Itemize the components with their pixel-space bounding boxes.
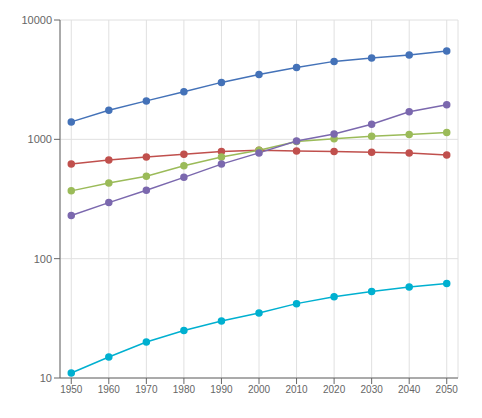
svg-text:2000: 2000	[248, 384, 271, 395]
svg-text:10: 10	[40, 372, 52, 384]
svg-text:1950: 1950	[60, 384, 83, 395]
svg-text:1980: 1980	[173, 384, 196, 395]
svg-text:1960: 1960	[98, 384, 121, 395]
svg-text:2040: 2040	[398, 384, 421, 395]
svg-text:1990: 1990	[210, 384, 233, 395]
svg-text:2010: 2010	[285, 384, 308, 395]
svg-text:10000: 10000	[21, 14, 52, 26]
svg-text:1970: 1970	[135, 384, 158, 395]
svg-text:2020: 2020	[323, 384, 346, 395]
svg-text:100: 100	[34, 253, 52, 265]
svg-text:2030: 2030	[361, 384, 384, 395]
svg-text:1000: 1000	[28, 133, 52, 145]
svg-text:2050: 2050	[436, 384, 459, 395]
